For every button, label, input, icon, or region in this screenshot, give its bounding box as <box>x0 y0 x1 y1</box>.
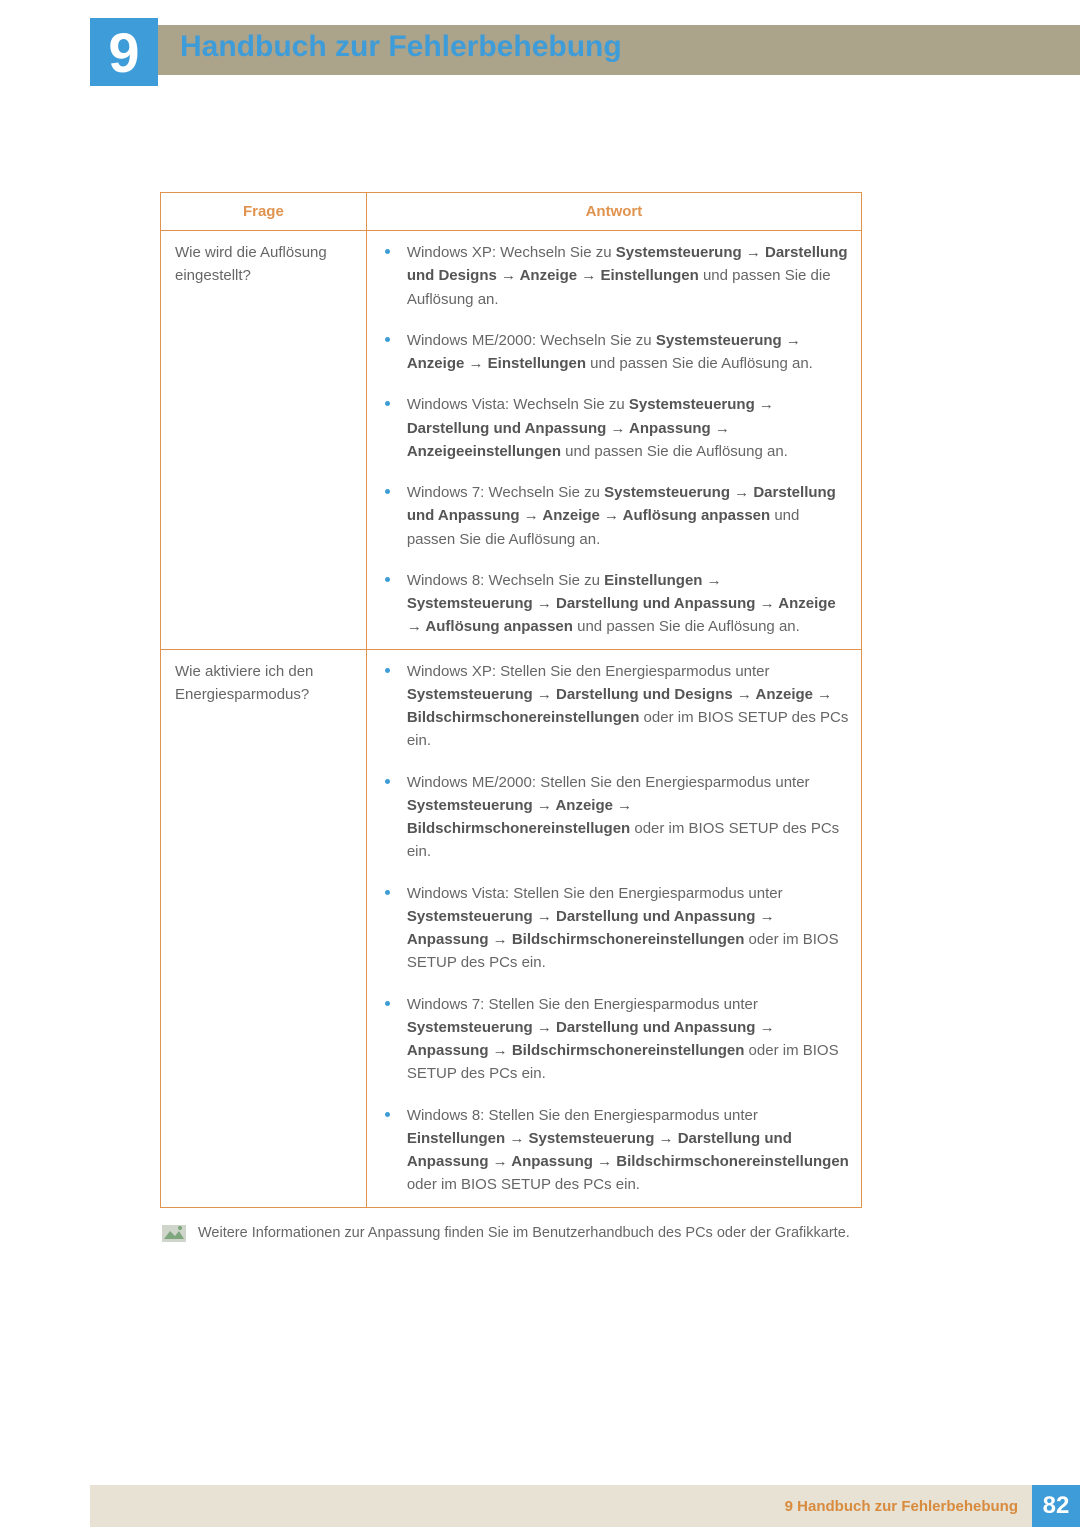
table-header-question: Frage <box>161 193 367 231</box>
answer-item: Windows 7: Stellen Sie den Energiesparmo… <box>381 993 849 1086</box>
chapter-number-box: 9 <box>90 18 158 86</box>
page-number: 82 <box>1043 1492 1070 1520</box>
answer-item: Windows ME/2000: Stellen Sie den Energie… <box>381 771 849 864</box>
question-cell: Wie wird die Auflösung eingestellt? <box>161 231 367 650</box>
answer-item: Windows Vista: Stellen Sie den Energiesp… <box>381 882 849 975</box>
chapter-number: 9 <box>108 20 139 85</box>
answer-item: Windows XP: Stellen Sie den Energiesparm… <box>381 660 849 753</box>
answer-bold-path: Einstellungen → Systemsteuerung → Darste… <box>407 1130 849 1170</box>
answer-bold-path: Einstellungen → Systemsteuerung → Darste… <box>407 572 836 636</box>
answer-item: Windows 7: Wechseln Sie zu Systemsteueru… <box>381 481 849 551</box>
table-header-answer: Antwort <box>366 193 861 231</box>
note: Weitere Informationen zur Anpassung find… <box>160 1222 862 1243</box>
answer-bold-path: Systemsteuerung → Darstellung und Design… <box>407 244 848 284</box>
answer-cell: Windows XP: Wechseln Sie zu Systemsteuer… <box>366 231 861 650</box>
note-icon <box>162 1222 186 1242</box>
question-cell: Wie aktiviere ich den Energiesparmodus? <box>161 649 367 1207</box>
answer-bold-path: Systemsteuerung → Darstellung und Anpass… <box>407 484 836 524</box>
answer-item: Windows ME/2000: Wechseln Sie zu Systems… <box>381 329 849 376</box>
answer-bold-path: Systemsteuerung → Darstellung und Anpass… <box>407 396 774 460</box>
answer-item: Windows XP: Wechseln Sie zu Systemsteuer… <box>381 241 849 311</box>
answer-bold-path: Systemsteuerung → Darstellung und Anpass… <box>407 908 775 948</box>
answer-bold-path: Systemsteuerung → Anzeige → Bildschirmsc… <box>407 797 632 837</box>
answer-item: Windows 8: Wechseln Sie zu Einstellungen… <box>381 569 849 639</box>
qa-table: Frage Antwort Wie wird die Auflösung ein… <box>160 192 862 1208</box>
answer-bold-path: Systemsteuerung → Darstellung und Anpass… <box>407 1019 775 1059</box>
answer-cell: Windows XP: Stellen Sie den Energiesparm… <box>366 649 861 1207</box>
table-row: Wie aktiviere ich den Energiesparmodus?W… <box>161 649 862 1207</box>
answer-item: Windows Vista: Wechseln Sie zu Systemste… <box>381 393 849 463</box>
answer-list: Windows XP: Stellen Sie den Energiesparm… <box>381 660 849 1197</box>
note-text: Weitere Informationen zur Anpassung find… <box>198 1222 850 1243</box>
answer-bold-path: Systemsteuerung → Anzeige → Einstellunge… <box>407 332 801 372</box>
content-area: Frage Antwort Wie wird die Auflösung ein… <box>160 192 862 1243</box>
table-row: Wie wird die Auflösung eingestellt?Windo… <box>161 231 862 650</box>
page-number-box: 82 <box>1032 1485 1080 1527</box>
page-title: Handbuch zur Fehlerbehebung <box>180 30 622 64</box>
answer-item: Windows 8: Stellen Sie den Energiesparmo… <box>381 1104 849 1197</box>
footer: 9 Handbuch zur Fehlerbehebung 82 <box>90 1485 1080 1527</box>
answer-list: Windows XP: Wechseln Sie zu Systemsteuer… <box>381 241 849 639</box>
answer-bold-path: Systemsteuerung → Darstellung und Design… <box>407 686 832 726</box>
footer-label: 9 Handbuch zur Fehlerbehebung <box>785 1498 1018 1515</box>
